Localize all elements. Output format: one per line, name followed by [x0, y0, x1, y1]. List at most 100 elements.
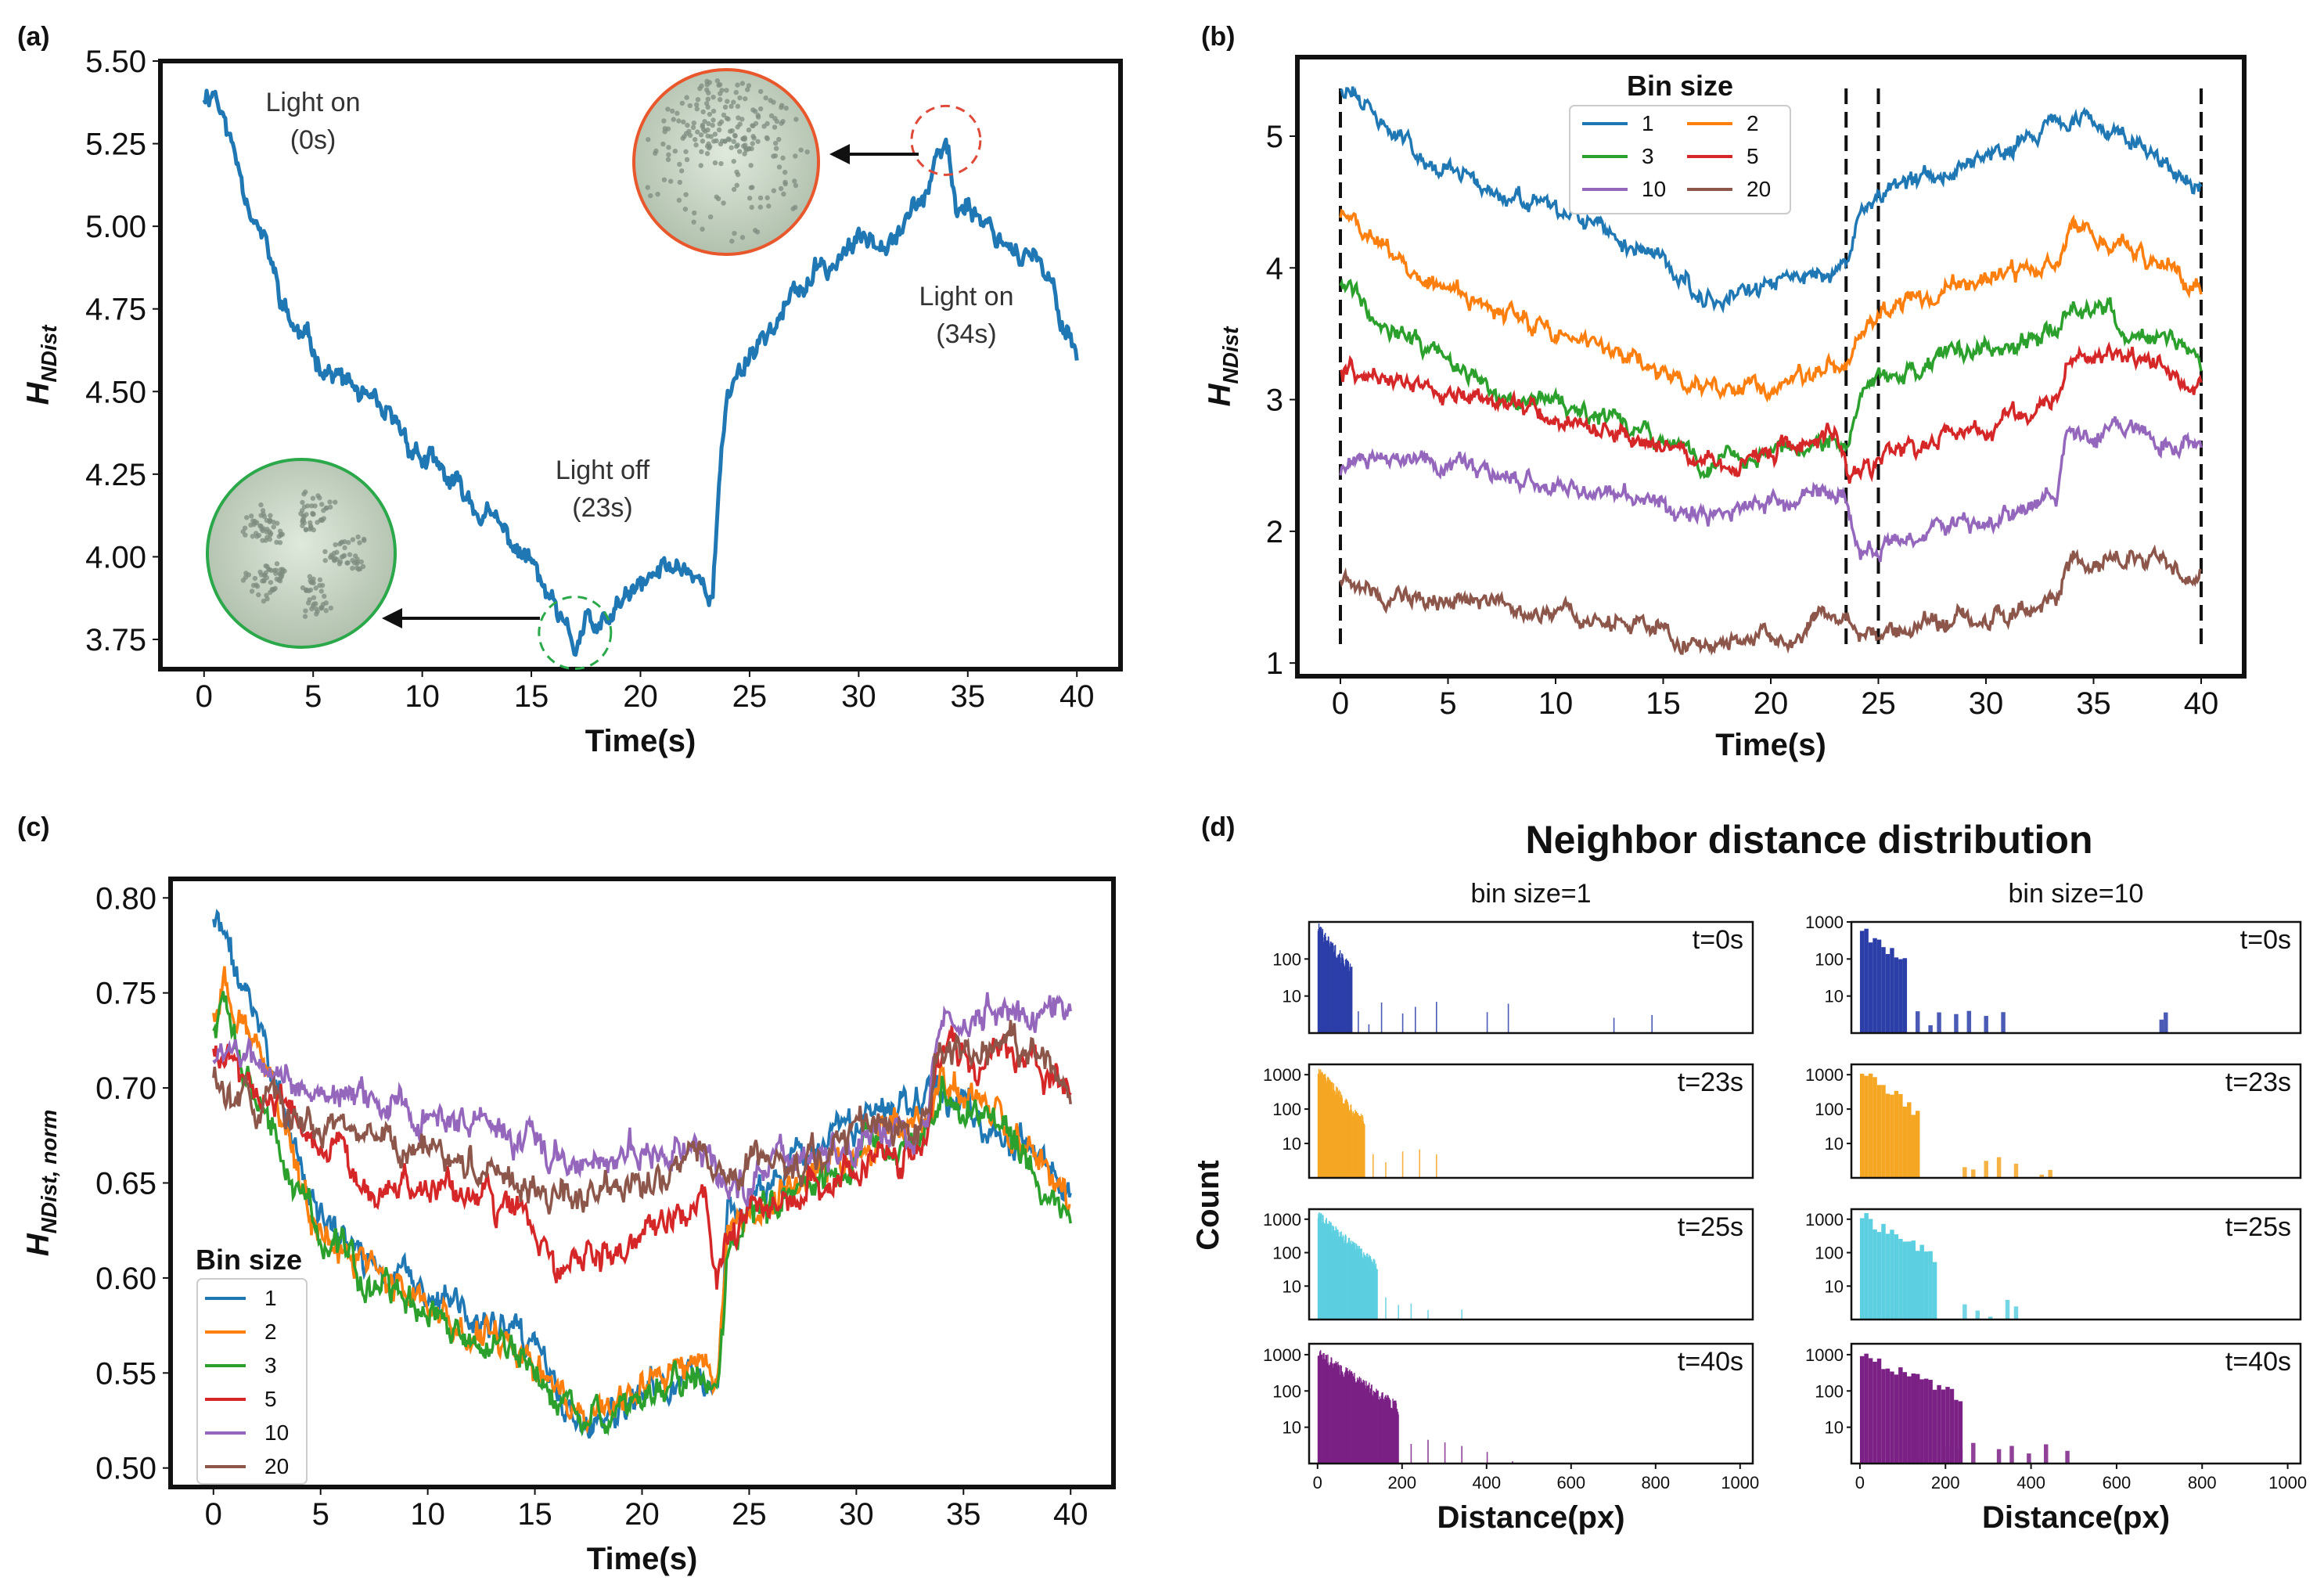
hist-bar	[1911, 1373, 1916, 1464]
cell-dot	[772, 124, 778, 130]
x-tick-label: 30	[841, 679, 876, 714]
cell-dot	[728, 145, 734, 150]
hist-bar	[2065, 1450, 2070, 1464]
cell-dot	[261, 513, 268, 520]
hist-bar	[1419, 1149, 1420, 1178]
cell-dot	[753, 109, 758, 114]
highlight-circle-peak	[910, 104, 982, 176]
y-tick-label: 0.65	[95, 1167, 156, 1201]
cell-dot	[350, 557, 355, 563]
x-tick-label: 0	[196, 679, 213, 714]
cell-dot	[755, 139, 761, 144]
hist-bar	[2159, 1019, 2164, 1033]
cell-dot	[328, 605, 334, 611]
hist-bar	[2048, 1169, 2052, 1178]
hist-bar	[1427, 1309, 1429, 1320]
cell-dot	[731, 99, 736, 105]
hist-bar	[1894, 957, 1899, 1033]
cell-dot	[278, 531, 284, 538]
x-tick-label: 25	[1861, 686, 1896, 721]
cell-dot	[336, 561, 343, 567]
legend-label: 3	[1642, 144, 1654, 168]
cell-dot	[711, 117, 716, 123]
cell-dot	[779, 105, 784, 110]
hist-bar	[1932, 1262, 1937, 1320]
hist-bar	[1436, 1002, 1437, 1033]
cell-dot	[704, 81, 710, 88]
cell-dot	[313, 585, 318, 591]
cell-dot	[332, 556, 337, 563]
hist-bar	[1651, 1014, 1653, 1033]
hist-bar	[1898, 1367, 1903, 1464]
cell-dot	[307, 596, 312, 603]
cell-dot	[243, 515, 250, 520]
cell-dot	[687, 132, 693, 139]
subplot-2-0: 10 100 1000 t=25s	[1263, 1208, 1754, 1321]
arrow-head	[829, 144, 850, 164]
cell-dot	[355, 534, 361, 540]
cell-dot	[302, 614, 308, 619]
cell-dot	[318, 517, 324, 523]
cell-dot	[660, 141, 666, 147]
cell-dot	[743, 95, 748, 102]
hist-bar	[1876, 1358, 1882, 1464]
cell-dot	[764, 121, 770, 127]
cell-dot	[781, 191, 786, 197]
cell-dot	[728, 103, 734, 110]
hist-bar	[1916, 1011, 1920, 1033]
x-tick-label: 15	[517, 1497, 552, 1532]
cell-dot	[707, 111, 713, 117]
cell-dot	[303, 608, 308, 614]
cell-dot	[323, 505, 329, 511]
cell-dot	[735, 82, 740, 88]
cell-dot	[309, 606, 315, 612]
x-tick-label: 800	[1641, 1473, 1670, 1492]
x-tick-label: 20	[623, 679, 658, 714]
annotation-light-on-0s-time: (0s)	[290, 125, 336, 155]
cell-dot	[679, 100, 685, 106]
hist-bar	[1962, 1304, 1967, 1320]
cell-dot	[749, 204, 754, 211]
cell-dot	[699, 149, 704, 155]
hist-bar	[1881, 1369, 1886, 1464]
cell-dot	[707, 145, 712, 151]
cell-dot	[303, 489, 308, 495]
hist-bar	[1996, 1157, 2002, 1178]
legend-label: 10	[1642, 177, 1666, 201]
cell-dot	[718, 119, 725, 124]
hist-bar	[1398, 1305, 1399, 1320]
cell-dot	[684, 157, 690, 163]
hist-bar	[1954, 1399, 1959, 1464]
cell-dot	[354, 559, 360, 565]
x-tick-label: 25	[732, 679, 768, 714]
hist-bar	[1873, 938, 1877, 1033]
cell-dot	[250, 534, 256, 539]
cell-dot	[731, 186, 737, 193]
y-tick-label: 1000	[1805, 1210, 1844, 1230]
cell-dot	[310, 495, 316, 501]
x-tick-label: 5	[312, 1497, 329, 1532]
cell-dot	[357, 540, 362, 545]
x-tick-label: 600	[2103, 1473, 2132, 1492]
time-label: t=23s	[2225, 1068, 2291, 1097]
hist-bar	[1971, 1442, 1976, 1464]
cell-dot	[704, 151, 711, 157]
cell-dot	[737, 121, 743, 127]
hist-bar	[1385, 1297, 1387, 1320]
cell-dot	[667, 178, 674, 184]
hist-bar	[1894, 1090, 1899, 1178]
hist-bar	[1364, 1125, 1365, 1178]
cell-dot	[362, 538, 367, 543]
highlight-circle-min	[538, 596, 613, 671]
cell-dot	[757, 195, 764, 201]
x-tick-label: 1000	[1721, 1473, 1759, 1492]
cell-dot	[718, 160, 724, 167]
hist-bar	[1894, 1374, 1899, 1464]
cell-dot	[274, 561, 280, 567]
cell-dot	[717, 81, 723, 88]
cell-dot	[686, 128, 692, 135]
cell-dot	[327, 499, 333, 505]
hist-bar	[1859, 1356, 1865, 1464]
hist-bar	[1486, 1012, 1488, 1033]
chart-title: Neighbor distance distribution	[1525, 818, 2092, 862]
